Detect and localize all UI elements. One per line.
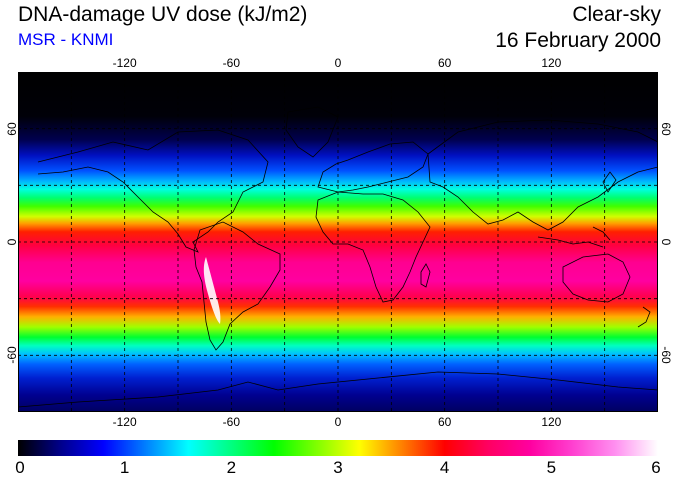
madagascar-coast — [420, 263, 431, 288]
colorbar-tick-label: 3 — [333, 458, 343, 477]
south-america-coast — [193, 221, 281, 351]
colorbar-tick-label: 5 — [546, 458, 557, 477]
lon-tick-bottom: 60 — [437, 415, 452, 429]
lon-tick-top: 120 — [541, 56, 562, 70]
lon-tick-top: 60 — [437, 56, 452, 70]
africa-coast — [315, 191, 431, 303]
indonesia-coast — [537, 236, 604, 248]
lat-tick-right: 60 — [659, 121, 673, 136]
colorbar — [18, 440, 658, 456]
sky-condition-label: Clear-sky — [572, 3, 661, 26]
australia-coast — [562, 253, 631, 303]
lon-tick-top: -60 — [222, 56, 240, 70]
lat-tick-left: 60 — [5, 121, 19, 136]
map-subtitle: MSR - KNMI — [18, 30, 114, 49]
lon-tick-top: 0 — [334, 56, 342, 70]
lat-tick-right: 0 — [659, 238, 673, 246]
graticule — [18, 72, 658, 412]
lon-tick-top: -120 — [112, 56, 137, 70]
colorbar-tick-label: 1 — [119, 458, 130, 477]
lon-tick-bottom: 120 — [541, 415, 562, 429]
asia-coast — [427, 119, 659, 231]
map-frame — [18, 72, 658, 412]
andes-high-dose — [203, 257, 221, 324]
new-zealand-coast — [637, 306, 651, 328]
lon-tick-bottom: -120 — [112, 415, 137, 429]
colorbar-tick-label: 4 — [439, 458, 450, 477]
colorbar-svg — [18, 440, 658, 456]
lon-tick-bottom: -60 — [222, 415, 240, 429]
colorbar-fill — [18, 440, 658, 456]
map-title: DNA-damage UV dose (kJ/m2) — [18, 3, 308, 26]
uv-dose-map-svg — [17, 72, 659, 412]
colorbar-tick-label: 6 — [651, 458, 661, 477]
antarctica-coast — [17, 371, 659, 408]
philippines-coast — [592, 226, 611, 241]
uv-dose-map — [17, 72, 659, 412]
date-label: 16 February 2000 — [495, 29, 661, 52]
lat-tick-right: -60 — [659, 346, 673, 364]
colorbar-tick-label: 0 — [15, 458, 25, 477]
lat-tick-left: 0 — [5, 238, 19, 246]
japan-coast — [602, 171, 617, 193]
greenland-coast — [285, 106, 339, 158]
lon-tick-bottom: 0 — [334, 415, 342, 429]
colorbar-tick-label: 2 — [226, 458, 237, 477]
lat-tick-left: -60 — [5, 346, 19, 364]
